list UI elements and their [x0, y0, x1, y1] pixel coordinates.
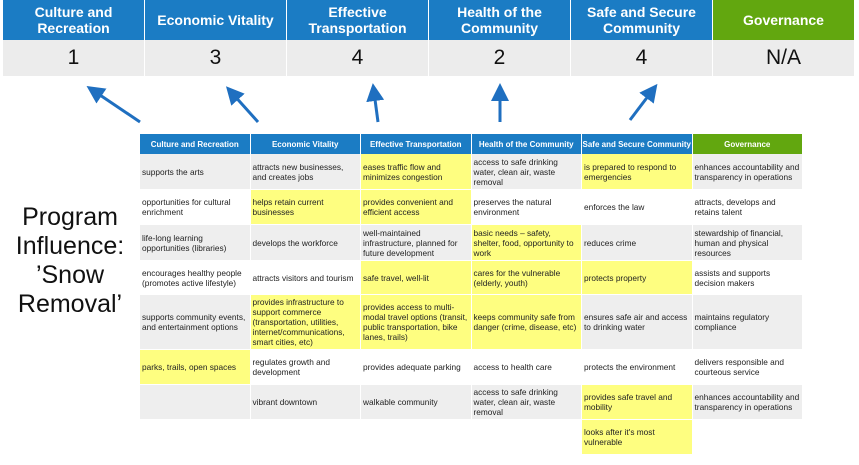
table-cell: access to health care: [471, 350, 582, 385]
table-cell: keeps community safe from danger (crime,…: [471, 295, 582, 350]
table-cell: enhances accountability and transparency…: [692, 154, 803, 190]
table-cell: develops the workforce: [250, 225, 361, 261]
table-cell: attracts visitors and tourism: [250, 261, 361, 295]
category-header: Culture and Recreation: [3, 0, 145, 40]
category-score: 4: [287, 40, 429, 76]
table-cell: basic needs – safety, shelter, food, opp…: [471, 225, 582, 261]
table-cell: [250, 420, 361, 455]
table-cell: provides adequate parking: [361, 350, 472, 385]
table-cell: provides access to multi-modal travel op…: [361, 295, 472, 350]
category-header: Economic Vitality: [145, 0, 287, 40]
table-cell: protects the environment: [582, 350, 693, 385]
category-header: Effective Transportation: [287, 0, 429, 40]
table-cell: [361, 420, 472, 455]
arrows: [86, 83, 658, 124]
category-score: N/A: [713, 40, 855, 76]
table-cell: provides infrastructure to support comme…: [250, 295, 361, 350]
category-score: 2: [429, 40, 571, 76]
table-cell: regulates growth and development: [250, 350, 361, 385]
table-cell: stewardship of financial, human and phys…: [692, 225, 803, 261]
category-header: Governance: [713, 0, 855, 40]
score-summary: Culture and Recreation Economic Vitality E…: [3, 0, 855, 76]
table-cell: supports community events, and entertain…: [140, 295, 251, 350]
table-cell: helps retain current businesses: [250, 190, 361, 225]
table-cell: delivers responsible and courteous servi…: [692, 350, 803, 385]
table-cell: preserves the natural environment: [471, 190, 582, 225]
influence-table: Culture and Recreation Economic Vitality E…: [140, 134, 803, 455]
category-score: 4: [571, 40, 713, 76]
arrow-icon: [86, 85, 141, 124]
table-cell: provides safe travel and mobility: [582, 385, 693, 420]
table-cell: [692, 420, 803, 455]
table-cell: access to safe drinking water, clean air…: [471, 385, 582, 420]
category-header: Safe and Secure Community: [571, 0, 713, 40]
table-cell: cares for the vulnerable (elderly, youth…: [471, 261, 582, 295]
table-column-header: Culture and Recreation: [140, 134, 251, 154]
table-column-header: Economic Vitality: [250, 134, 361, 154]
table-column-header: Health of the Community: [471, 134, 582, 154]
arrow-icon: [225, 86, 260, 124]
table-cell: life-long learning opportunities (librar…: [140, 225, 251, 261]
table-cell: eases traffic flow and minimizes congest…: [361, 154, 472, 190]
table-cell: looks after it's most vulnerable: [582, 420, 693, 455]
table-cell: [140, 385, 251, 420]
table-cell: access to safe drinking water, clean air…: [471, 154, 582, 190]
table-cell: [471, 420, 582, 455]
table-cell: parks, trails, open spaces: [140, 350, 251, 385]
arrow-icon: [628, 83, 658, 121]
table-cell: opportunities for cultural enrichment: [140, 190, 251, 225]
table-cell: enforces the law: [582, 190, 693, 225]
table-cell: enhances accountability and transparency…: [692, 385, 803, 420]
table-cell: provides convenient and efficient access: [361, 190, 472, 225]
table-cell: supports the arts: [140, 154, 251, 190]
table-cell: assists and supports decision makers: [692, 261, 803, 295]
category-header: Health of the Community: [429, 0, 571, 40]
category-score: 3: [145, 40, 287, 76]
table-column-header: Effective Transportation: [361, 134, 472, 154]
table-cell: safe travel, well-lit: [361, 261, 472, 295]
arrow-icon: [366, 83, 385, 123]
table-cell: is prepared to respond to emergencies: [582, 154, 693, 190]
program-influence-label: Program Influence: ’Snow Removal’: [15, 203, 125, 318]
table-cell: walkable community: [361, 385, 472, 420]
table-cell: attracts new businesses, and creates job…: [250, 154, 361, 190]
table-cell: encourages healthy people (promotes acti…: [140, 261, 251, 295]
table-cell: ensures safe air and access to drinking …: [582, 295, 693, 350]
table-cell: protects property: [582, 261, 693, 295]
table-column-header: Safe and Secure Community: [582, 134, 693, 154]
table-cell: reduces crime: [582, 225, 693, 261]
table-cell: [140, 420, 251, 455]
table-column-header: Governance: [692, 134, 803, 154]
table-cell: vibrant downtown: [250, 385, 361, 420]
table-cell: maintains regulatory compliance: [692, 295, 803, 350]
category-score: 1: [3, 40, 145, 76]
table-cell: attracts, develops and retains talent: [692, 190, 803, 225]
table-cell: well-maintained infrastructure, planned …: [361, 225, 472, 261]
